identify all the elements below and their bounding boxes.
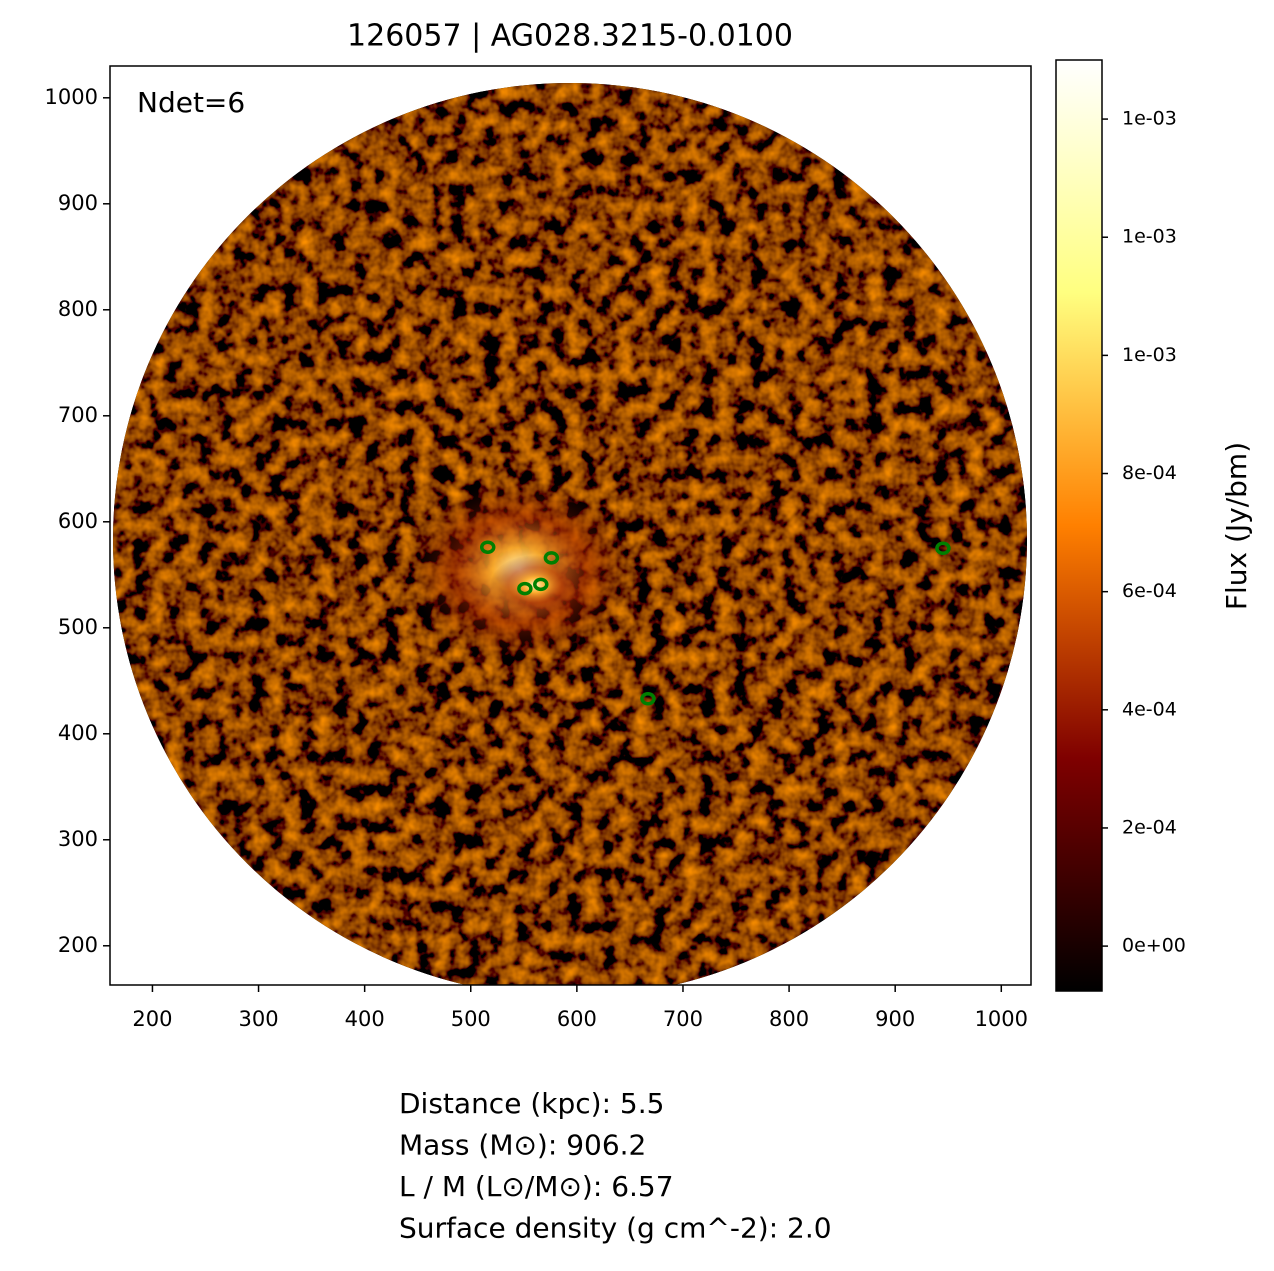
y-tick-label: 500 [58, 615, 98, 639]
x-tick-label: 300 [239, 1007, 279, 1031]
x-tick-label: 500 [451, 1007, 491, 1031]
y-tick-label: 300 [58, 827, 98, 851]
colorbar-tick-label: 0e+00 [1122, 935, 1186, 957]
axes-frame [109, 65, 1032, 986]
y-tick-label: 600 [58, 509, 98, 533]
colorbar-label: Flux (Jy/bm) [1220, 442, 1253, 610]
info-block: Distance (kpc): 5.5 Mass (M⊙): 906.2 L / M… [399, 1087, 832, 1245]
colorbar-tick-label: 4e-04 [1122, 698, 1177, 720]
x-tick-label: 800 [769, 1007, 809, 1031]
colorbar-tick-label: 6e-04 [1122, 580, 1177, 602]
annotation: Ndet=6 [137, 86, 245, 119]
detection [640, 692, 656, 706]
detection [517, 581, 533, 596]
detection [533, 577, 549, 592]
x-tick-label: 200 [132, 1007, 172, 1031]
y-tick-label: 900 [58, 191, 98, 215]
y-tick-label: 800 [58, 297, 98, 321]
colorbar-tick-label: 1e-03 [1122, 226, 1177, 248]
x-tick-label: 1000 [975, 1007, 1028, 1031]
detection [935, 541, 951, 556]
colorbar-tick-label: 2e-04 [1122, 816, 1177, 838]
info-line: L / M (L⊙/M⊙): 6.57 [399, 1170, 674, 1203]
image [113, 83, 1027, 985]
y-tick-label: 700 [58, 403, 98, 427]
info-line: Mass (M⊙): 906.2 [399, 1129, 646, 1162]
x-tick-label: 600 [557, 1007, 597, 1031]
info-line: Surface density (g cm^-2): 2.0 [399, 1212, 832, 1245]
colorbar-tick-label: 8e-04 [1122, 462, 1177, 484]
chart-title: 126057 | AG028.3215-0.0100 [347, 19, 793, 54]
colorbar-tick-label: 1e-03 [1122, 108, 1177, 130]
x-tick-label: 400 [345, 1007, 385, 1031]
y-tick-label: 1000 [45, 85, 98, 109]
y-tick-label: 400 [58, 721, 98, 745]
detection [543, 551, 560, 565]
colorbar [1055, 59, 1103, 992]
x-tick-label: 700 [663, 1007, 703, 1031]
x-tick-label: 900 [875, 1007, 915, 1031]
y-tick-label: 200 [58, 933, 98, 957]
info-line: Distance (kpc): 5.5 [399, 1087, 664, 1120]
detection [479, 540, 496, 554]
colorbar-tick-label: 1e-03 [1122, 344, 1177, 366]
